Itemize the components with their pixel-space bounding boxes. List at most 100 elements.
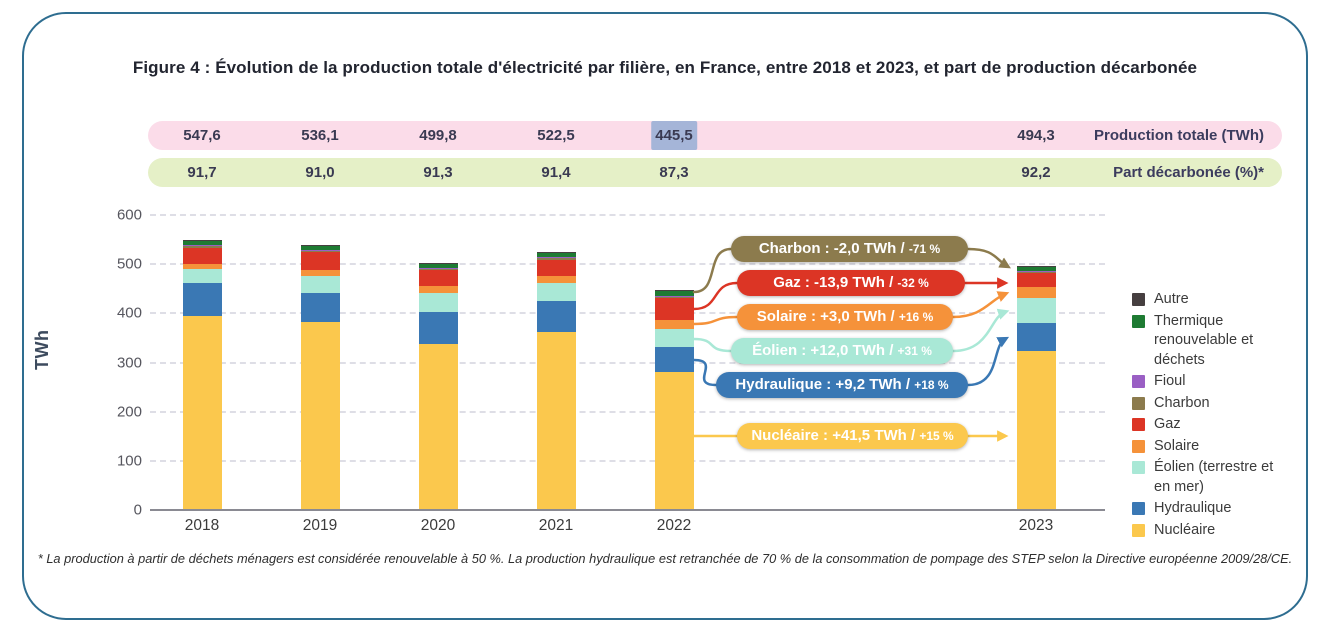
bar-segment-2022 <box>654 298 694 320</box>
legend-swatch <box>1132 461 1145 474</box>
bar-segment-2022 <box>654 347 694 372</box>
bar-segment-2022 <box>654 290 694 296</box>
legend-label: Solaire <box>1154 437 1200 454</box>
bar-segment-2020 <box>418 344 458 509</box>
banner-value: 494,3 <box>1017 127 1055 144</box>
gridline <box>150 312 1105 315</box>
footnote: * La production à partir de déchets ména… <box>37 551 1293 566</box>
x-tick-label: 2023 <box>1018 517 1054 534</box>
legend-item: Hydraulique <box>1132 499 1284 519</box>
production-total-banner-label: Production totale (TWh) <box>1094 127 1264 144</box>
callout-hydraulique: Hydraulique : +9,2 TWh / +18 % <box>716 372 968 398</box>
gridline <box>150 214 1105 216</box>
bar-segment-2020 <box>418 292 458 313</box>
bar-segment-2019 <box>300 245 340 250</box>
y-tick-label: 100 <box>116 452 142 470</box>
bar-segment-2019 <box>300 270 340 277</box>
bar-segment-2020 <box>418 267 458 269</box>
card-border <box>22 12 1308 620</box>
x-tick-label: 2022 <box>656 517 692 534</box>
bar-segment-2019 <box>300 249 340 251</box>
bar-segment-2023 <box>1016 266 1056 272</box>
bar-segment-2022 <box>654 328 694 348</box>
legend-swatch <box>1132 293 1145 306</box>
bar-segment-2022 <box>654 295 694 297</box>
bar-segment-2023 <box>1016 297 1056 323</box>
bar-segment-2018 <box>182 244 222 246</box>
callout-eolien: Éolien : +12,0 TWh / +31 % <box>731 338 953 364</box>
bar-segment-2019 <box>300 322 340 509</box>
gridline <box>150 263 1105 266</box>
callout-text: Solaire : +3,0 TWh / <box>756 308 899 325</box>
y-tick-label: 300 <box>116 354 142 371</box>
legend-label: Thermique renouvelable et déchets <box>1154 312 1254 368</box>
callout-pct: +31 % <box>897 344 932 358</box>
legend-item: Fioul <box>1132 372 1284 392</box>
legend-item: Nucléaire <box>1132 521 1284 541</box>
callout-gaz: Gaz : -13,9 TWh / -32 % <box>737 270 965 296</box>
y-tick-label: 500 <box>116 255 142 273</box>
decarbonized-share-banner: Part décarbonée (%)* 91,7 91,0 91,3 91,4 87,… <box>148 158 1282 187</box>
arrow-left-solaire <box>692 315 739 326</box>
banner-value: 87,3 <box>659 164 689 181</box>
bar-segment-2021 <box>536 257 576 260</box>
bar-segment-2020 <box>418 263 458 268</box>
legend-swatch <box>1132 439 1145 453</box>
callout-charbon: Charbon : -2,0 TWh / -71 % <box>731 236 968 262</box>
bar-segment-2020 <box>418 269 458 287</box>
y-axis-title: TWh <box>32 329 52 370</box>
legend-item: Gaz <box>1132 415 1284 435</box>
banner-value: 92,2 <box>1021 164 1051 181</box>
bar-segment-2018 <box>182 248 222 264</box>
legend-item: Charbon <box>1132 394 1284 414</box>
banner-value: 91,7 <box>187 164 217 181</box>
legend-label: Autre <box>1154 291 1189 307</box>
legend-swatch <box>1132 523 1145 537</box>
callout-text: Nucléaire : +41,5 TWh / <box>751 427 920 444</box>
legend-label: Nucléaire <box>1154 521 1216 538</box>
y-tick-label: 400 <box>116 304 142 322</box>
arrow-left-hydraulique <box>692 358 718 387</box>
bar-segment-2021 <box>536 300 576 332</box>
figure-title: Figure 4 : Évolution de la production to… <box>132 58 1198 77</box>
callout-text: Éolien : +12,0 TWh / <box>752 342 898 359</box>
callout-nucleaire: Nucléaire : +41,5 TWh / +15 % <box>737 423 968 449</box>
x-tick-label: 2020 <box>420 517 456 534</box>
callout-text: Hydraulique : +9,2 TWh / <box>735 376 915 393</box>
bar-segment-2021 <box>536 331 576 509</box>
arrow-left-charbon <box>692 247 733 294</box>
banner-value: 445,5 <box>651 121 697 150</box>
callout-pct: +18 % <box>914 378 949 392</box>
bar-segment-2018 <box>182 263 222 269</box>
bar-segment-2021 <box>536 252 576 257</box>
bar-segment-2019 <box>300 250 340 252</box>
bar-segment-2020 <box>418 268 458 270</box>
bar-segment-2018 <box>182 282 222 316</box>
legend-label: Éolien (terrestre et en mer) <box>1154 459 1274 495</box>
bar-segment-2022 <box>654 296 694 299</box>
bar-segment-2023 <box>1016 272 1056 288</box>
gridline <box>150 410 1105 413</box>
decarbonized-share-banner-label: Part décarbonée (%)* <box>1113 164 1264 181</box>
legend-label: Hydraulique <box>1154 500 1232 516</box>
bar-segment-2023 <box>1016 322 1056 352</box>
legend-item: Éolien (terrestre et en mer) <box>1132 458 1284 497</box>
legend-swatch <box>1132 502 1145 515</box>
banner-value: 547,6 <box>183 127 221 144</box>
legend-item: Autre <box>1132 290 1284 310</box>
x-tick-label: 2019 <box>302 517 338 534</box>
bar-segment-2020 <box>418 286 458 293</box>
legend-label: Fioul <box>1154 373 1186 389</box>
callout-text: Charbon : -2,0 TWh / <box>758 240 909 257</box>
bar-segment-2021 <box>536 282 576 301</box>
gridline <box>150 361 1105 364</box>
legend-swatch <box>1132 396 1145 410</box>
bar-segment-2018 <box>182 240 222 245</box>
gridline <box>150 459 1105 462</box>
x-axis-line <box>150 509 1105 511</box>
bar-segment-2023 <box>1016 351 1056 509</box>
legend-item: Solaire <box>1132 437 1284 457</box>
callout-pct: -32 % <box>897 276 929 290</box>
callout-pct: +16 % <box>898 310 934 324</box>
